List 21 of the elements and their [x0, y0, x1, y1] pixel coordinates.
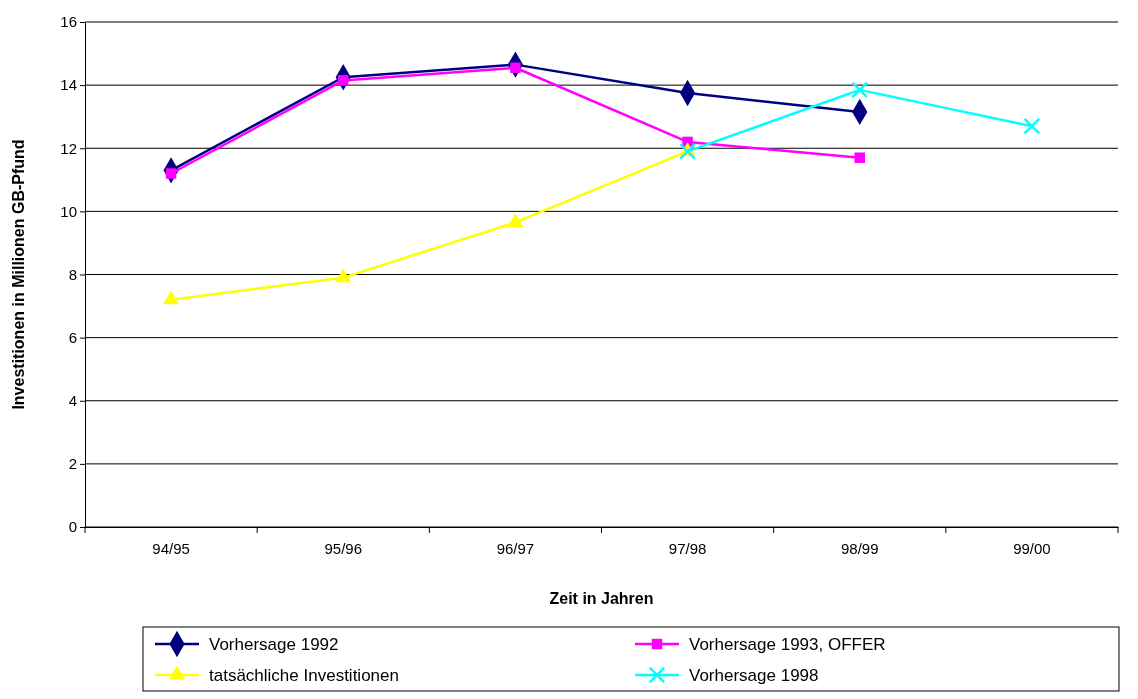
- y-tick-label: 4: [68, 392, 77, 410]
- x-tick-label: 96/97: [496, 539, 535, 557]
- x-tick-label: 95/96: [324, 539, 363, 557]
- y-tick-label: 12: [60, 139, 77, 157]
- x-tick-label: 97/98: [668, 539, 707, 557]
- y-tick-label: 10: [60, 202, 77, 220]
- legend-label: tatsächliche Investitionen: [209, 666, 399, 685]
- y-tick-label: 2: [68, 455, 77, 473]
- legend-label: Vorhersage 1992: [209, 635, 339, 654]
- y-tick-label: 6: [68, 328, 77, 346]
- y-tick-label: 8: [68, 265, 77, 283]
- y-axis-title: Investitionen in Millionen GB-Pfund: [10, 139, 27, 410]
- x-axis-title: Zeit in Jahren: [549, 590, 654, 607]
- legend-label: Vorhersage 1993, OFFER: [689, 635, 886, 654]
- legend-label: Vorhersage 1998: [689, 666, 819, 685]
- x-tick-label: 94/95: [152, 539, 190, 557]
- y-tick-label: 14: [60, 76, 77, 94]
- x-tick-label: 99/00: [1013, 539, 1051, 557]
- y-tick-label: 0: [68, 518, 77, 536]
- x-tick-label: 98/99: [840, 539, 879, 557]
- y-tick-label: 16: [60, 13, 77, 31]
